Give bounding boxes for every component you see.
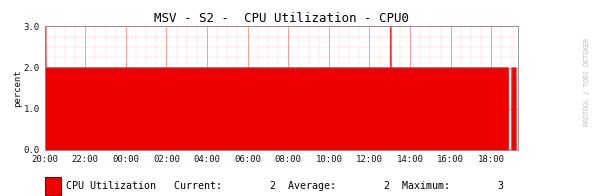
Text: RRDTOOL / TOBI OETIKER: RRDTOOL / TOBI OETIKER	[584, 38, 590, 126]
Text: CPU Utilization   Current:        2  Average:        2  Maximum:        3: CPU Utilization Current: 2 Average: 2 Ma…	[66, 181, 504, 191]
Title: MSV - S2 -  CPU Utilization - CPU0: MSV - S2 - CPU Utilization - CPU0	[154, 12, 409, 25]
Y-axis label: percent: percent	[13, 69, 22, 107]
